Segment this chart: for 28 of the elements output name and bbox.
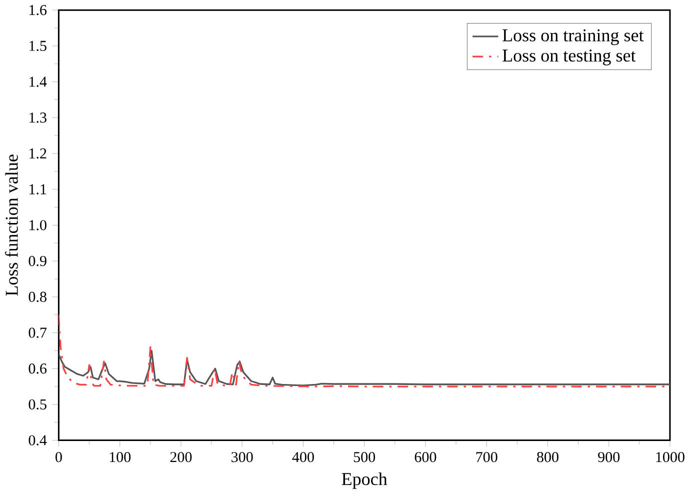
x-tick-label: 800 xyxy=(537,452,558,462)
y-tick-label: 1.3 xyxy=(30,112,46,123)
x-tick-label: 200 xyxy=(170,452,192,462)
x-tick-label: 0 xyxy=(56,452,62,462)
x-tick-label: 400 xyxy=(292,452,314,462)
x-axis-title: Epoch xyxy=(342,472,388,489)
x-tick-label: 600 xyxy=(414,452,436,462)
legend-label: Loss on training set xyxy=(502,29,644,46)
x-tick-label: 100 xyxy=(110,452,131,462)
y-tick-label: 1.5 xyxy=(30,40,46,52)
y-tick-label: 1.2 xyxy=(30,148,46,159)
x-tick-label: 900 xyxy=(598,452,620,462)
y-tick-label: 1.4 xyxy=(30,76,47,87)
x-tick-label: 500 xyxy=(354,452,376,462)
y-tick-label: 0.4 xyxy=(28,435,47,446)
y-tick-label: 0.8 xyxy=(28,292,46,302)
x-tick-label: 700 xyxy=(476,452,498,462)
y-tick-label: 0.9 xyxy=(28,256,46,266)
x-tick-label: 1000 xyxy=(656,452,684,462)
y-tick-label: 1.0 xyxy=(30,220,46,230)
y-tick-label: 0.7 xyxy=(28,328,47,338)
y-tick-label: 1.1 xyxy=(30,184,46,194)
y-axis-title: Loss function value xyxy=(5,154,18,296)
x-tick-label: 300 xyxy=(232,452,253,462)
y-tick-label: 0.6 xyxy=(28,364,47,374)
legend-label: Loss on testing set xyxy=(502,50,636,66)
y-tick-label: 0.5 xyxy=(28,399,46,410)
y-tick-label: 1.6 xyxy=(30,5,47,16)
